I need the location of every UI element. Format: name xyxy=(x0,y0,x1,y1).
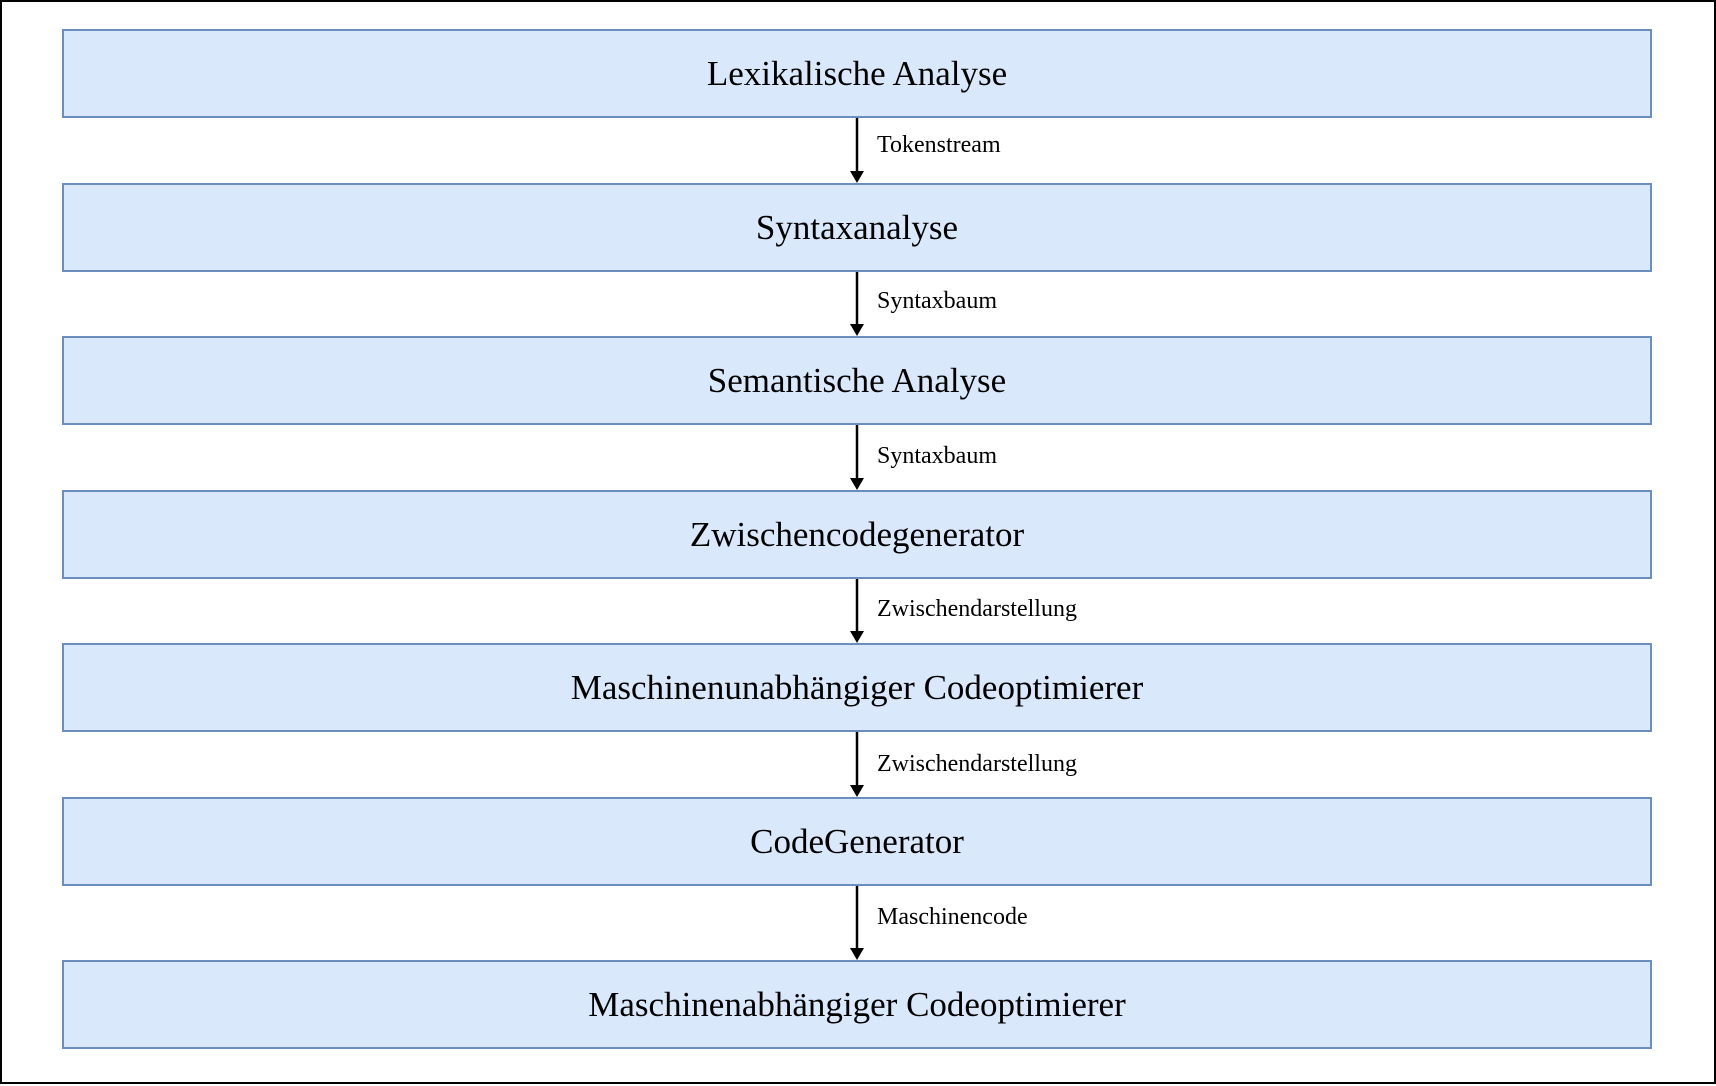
arrow-codegen-to-dependent-optimizer: Maschinencode xyxy=(850,886,1450,960)
down-arrow-icon xyxy=(850,118,864,183)
stage-label: Zwischencodegenerator xyxy=(689,514,1025,554)
edge-label: Zwischendarstellung xyxy=(877,751,1077,777)
edge-label: Maschinencode xyxy=(877,904,1028,930)
down-arrow-icon xyxy=(850,425,864,490)
stage-label: Maschinenabhängiger Codeoptimierer xyxy=(588,984,1126,1024)
stage-intermediate-code-generator: Zwischencodegenerator xyxy=(62,490,1652,579)
stage-syntax-analysis: Syntaxanalyse xyxy=(62,183,1652,272)
down-arrow-icon xyxy=(850,886,864,960)
down-arrow-icon xyxy=(850,579,864,643)
stage-lexical-analysis: Lexikalische Analyse xyxy=(62,29,1652,118)
stage-semantic-analysis: Semantische Analyse xyxy=(62,336,1652,425)
stage-machine-independent-optimizer: Maschinenunabhängiger Codeoptimierer xyxy=(62,643,1652,732)
edge-label: Syntaxbaum xyxy=(877,443,997,469)
arrow-intermediate-to-optimizer: Zwischendarstellung xyxy=(850,579,1450,643)
arrow-optimizer-to-codegen: Zwischendarstellung xyxy=(850,732,1450,797)
arrow-syntax-to-semantic: Syntaxbaum xyxy=(850,272,1450,336)
edge-label: Tokenstream xyxy=(877,132,1001,158)
stage-label: Syntaxanalyse xyxy=(755,207,959,247)
stage-label: Lexikalische Analyse xyxy=(706,53,1008,93)
edge-label: Syntaxbaum xyxy=(877,288,997,314)
down-arrow-icon xyxy=(850,732,864,797)
stage-label: Maschinenunabhängiger Codeoptimierer xyxy=(570,667,1144,707)
stage-machine-dependent-optimizer: Maschinenabhängiger Codeoptimierer xyxy=(62,960,1652,1049)
stage-label: Semantische Analyse xyxy=(707,360,1007,400)
down-arrow-icon xyxy=(850,272,864,336)
stage-label: CodeGenerator xyxy=(750,821,964,861)
arrow-lexical-to-syntax: Tokenstream xyxy=(850,118,1450,183)
arrow-semantic-to-intermediate: Syntaxbaum xyxy=(850,425,1450,490)
stage-code-generator: CodeGenerator xyxy=(62,797,1652,886)
edge-label: Zwischendarstellung xyxy=(877,596,1077,622)
